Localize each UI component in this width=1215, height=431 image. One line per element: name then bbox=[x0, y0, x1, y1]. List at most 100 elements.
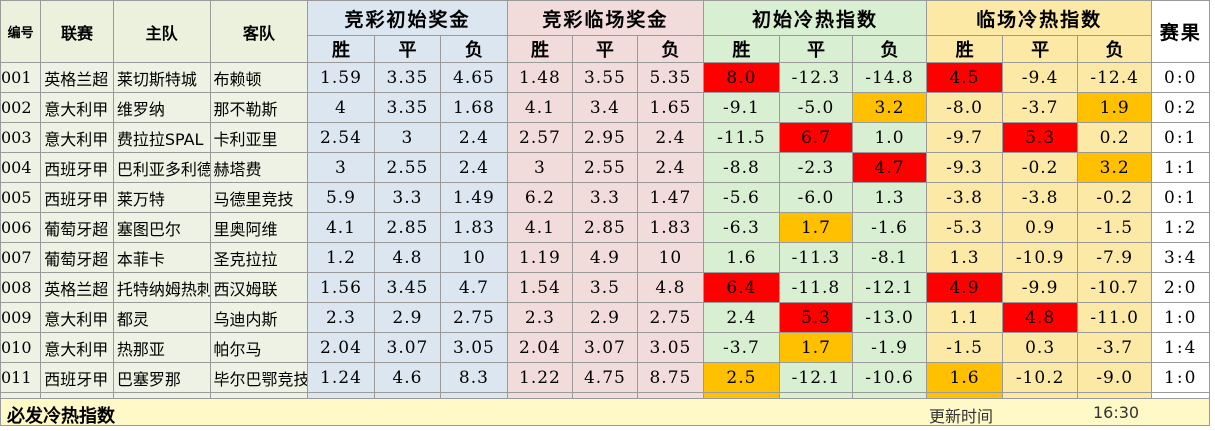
cell-initial-draw-index: -11.8 bbox=[778, 272, 854, 303]
table-row: 004 西班牙甲 巴利亚多利德 赫塔费 3 2.55 2.4 3 2.55 2.4 -8.8 -2.3… bbox=[0, 152, 1210, 183]
cell-initial-lose-index: -10.6 bbox=[852, 362, 927, 393]
cell-initial-win-odds: 4.1 bbox=[307, 212, 375, 243]
cell-final-draw-index: 4.8 bbox=[1002, 302, 1078, 333]
cell-final-win-odds: 4.1 bbox=[506, 212, 574, 243]
cell-initial-draw-index: 5.3 bbox=[778, 302, 854, 333]
cell-id: 005 bbox=[0, 182, 42, 213]
table-row: 002 意大利甲 维罗纳 那不勒斯 4 3.35 1.68 4.1 3.4 1.65 -9.1 -5.… bbox=[0, 92, 1210, 123]
subheader-draw: 平 bbox=[1002, 35, 1078, 63]
cell-away-team: 西汉姆联 bbox=[209, 272, 309, 303]
cell-result: 0:2 bbox=[1151, 92, 1210, 123]
cell-initial-draw-odds: 3.07 bbox=[373, 332, 442, 363]
cell-final-draw-index: 0.3 bbox=[1002, 332, 1078, 363]
cell-initial-win-odds: 5.9 bbox=[307, 182, 375, 213]
cell-id: 008 bbox=[0, 272, 42, 303]
cell-final-win-odds: 2.3 bbox=[506, 302, 574, 333]
cell-initial-draw-index: 1.7 bbox=[778, 212, 854, 243]
cell-final-win-odds: 2.04 bbox=[506, 332, 574, 363]
cell-league: 西班牙甲 bbox=[40, 362, 114, 393]
table-row: 005 西班牙甲 莱万特 马德里竞技 5.9 3.3 1.49 6.2 3.3 1.47 -5.6-… bbox=[0, 182, 1210, 213]
cell-final-lose-odds: 8.75 bbox=[636, 362, 705, 393]
cell-final-win-index: 4.5 bbox=[925, 62, 1004, 93]
cell-initial-draw-odds: 3.35 bbox=[373, 92, 442, 123]
cell-result: 1:0 bbox=[1151, 302, 1210, 333]
cell-away-team: 马德里竞技 bbox=[209, 182, 309, 213]
cell-home-team: 都灵 bbox=[112, 302, 211, 333]
cell-league: 西班牙甲 bbox=[40, 152, 114, 183]
cell-initial-draw-index: 6.7 bbox=[778, 122, 854, 153]
cell-initial-draw-odds: 3 bbox=[373, 122, 442, 153]
cell-final-draw-index: -9.9 bbox=[1002, 272, 1078, 303]
cell-final-win-index: -3.8 bbox=[925, 182, 1004, 213]
cell-league: 葡萄牙超 bbox=[40, 242, 114, 273]
cell-league: 葡萄牙超 bbox=[40, 212, 114, 243]
cell-league: 英格兰超 bbox=[40, 62, 114, 93]
cell-final-lose-odds: 5.35 bbox=[636, 62, 705, 93]
header-league: 联赛 bbox=[40, 0, 114, 63]
cell-league: 西班牙甲 bbox=[40, 182, 114, 213]
cell-initial-draw-odds: 3.35 bbox=[373, 62, 442, 93]
cell-final-win-index: -9.3 bbox=[925, 152, 1004, 183]
cell-away-team: 赫塔费 bbox=[209, 152, 309, 183]
cell-final-draw-odds: 4.75 bbox=[572, 362, 638, 393]
cell-initial-draw-odds: 3.3 bbox=[373, 182, 442, 213]
cell-initial-win-odds: 4 bbox=[307, 92, 375, 123]
cell-final-win-odds: 1.48 bbox=[506, 62, 574, 93]
cell-final-lose-index: -10.7 bbox=[1076, 272, 1153, 303]
cell-final-win-odds: 3 bbox=[506, 152, 574, 183]
subheader-win: 胜 bbox=[506, 35, 574, 63]
cell-initial-win-index: 2.4 bbox=[703, 302, 780, 333]
cell-initial-lose-index: 1.3 bbox=[852, 182, 927, 213]
cell-initial-lose-odds: 2.75 bbox=[440, 302, 508, 333]
cell-id: 009 bbox=[0, 302, 42, 333]
cell-initial-win-index: -3.7 bbox=[703, 332, 780, 363]
header-away: 客队 bbox=[209, 0, 309, 63]
cell-result: 0:1 bbox=[1151, 122, 1210, 153]
cell-league: 意大利甲 bbox=[40, 92, 114, 123]
cell-id: 003 bbox=[0, 122, 42, 153]
cell-home-team: 莱切斯特城 bbox=[112, 62, 211, 93]
cell-id: 001 bbox=[0, 62, 42, 93]
cell-home-team: 塞图巴尔 bbox=[112, 212, 211, 243]
table-row: 001 英格兰超 莱切斯特城 布赖顿 1.59 3.35 4.65 1.48 3.55 5.35 8… bbox=[0, 62, 1210, 93]
cell-initial-win-odds: 1.59 bbox=[307, 62, 375, 93]
cell-id: 004 bbox=[0, 152, 42, 183]
cell-initial-win-odds: 1.2 bbox=[307, 242, 375, 273]
cell-initial-draw-index: -2.3 bbox=[778, 152, 854, 183]
cell-final-draw-index: 5.3 bbox=[1002, 122, 1078, 153]
cell-final-draw-index: -9.4 bbox=[1002, 62, 1078, 93]
cell-final-lose-odds: 2.75 bbox=[636, 302, 705, 333]
cell-away-team: 卡利亚里 bbox=[209, 122, 309, 153]
cell-final-draw-index: -3.7 bbox=[1002, 92, 1078, 123]
subheader-lose: 负 bbox=[852, 35, 927, 63]
table-row: 008 英格兰超 托特纳姆热刺 西汉姆联 1.56 3.45 4.7 1.54 3.5 4.8 6.… bbox=[0, 272, 1210, 303]
cell-initial-win-index: -9.1 bbox=[703, 92, 780, 123]
cell-final-lose-index: 0.2 bbox=[1076, 122, 1153, 153]
cell-final-win-index: 4.9 bbox=[925, 272, 1004, 303]
cell-result: 1:1 bbox=[1151, 152, 1210, 183]
cell-initial-win-index: 1.6 bbox=[703, 242, 780, 273]
cell-final-lose-odds: 3.05 bbox=[636, 332, 705, 363]
cell-initial-lose-odds: 2.4 bbox=[440, 122, 508, 153]
cell-initial-win-index: 2.5 bbox=[703, 362, 780, 393]
subheader-draw: 平 bbox=[373, 35, 442, 63]
cell-initial-lose-odds: 4.65 bbox=[440, 62, 508, 93]
cell-home-team: 热那亚 bbox=[112, 332, 211, 363]
cell-initial-win-odds: 2.54 bbox=[307, 122, 375, 153]
cell-initial-lose-odds: 8.3 bbox=[440, 362, 508, 393]
table-row: 009 意大利甲 都灵 乌迪内斯 2.3 2.9 2.75 2.3 2.9 2.75 2.4 5.3-… bbox=[0, 302, 1210, 333]
cell-result: 1:4 bbox=[1151, 332, 1210, 363]
cell-initial-draw-odds: 4.8 bbox=[373, 242, 442, 273]
cell-initial-lose-index: 4.7 bbox=[852, 152, 927, 183]
cell-initial-draw-index: -11.3 bbox=[778, 242, 854, 273]
subheader-lose: 负 bbox=[1076, 35, 1153, 63]
header-final-index: 临场冷热指数 bbox=[925, 0, 1153, 36]
header-final-odds: 竞彩临场奖金 bbox=[506, 0, 705, 36]
subheader-draw: 平 bbox=[778, 35, 854, 63]
cell-final-draw-odds: 2.9 bbox=[572, 302, 638, 333]
cell-initial-draw-odds: 3.45 bbox=[373, 272, 442, 303]
cell-initial-lose-index: -14.8 bbox=[852, 62, 927, 93]
cell-initial-win-odds: 2.04 bbox=[307, 332, 375, 363]
cell-final-win-odds: 1.22 bbox=[506, 362, 574, 393]
cell-initial-win-odds: 2.3 bbox=[307, 302, 375, 333]
